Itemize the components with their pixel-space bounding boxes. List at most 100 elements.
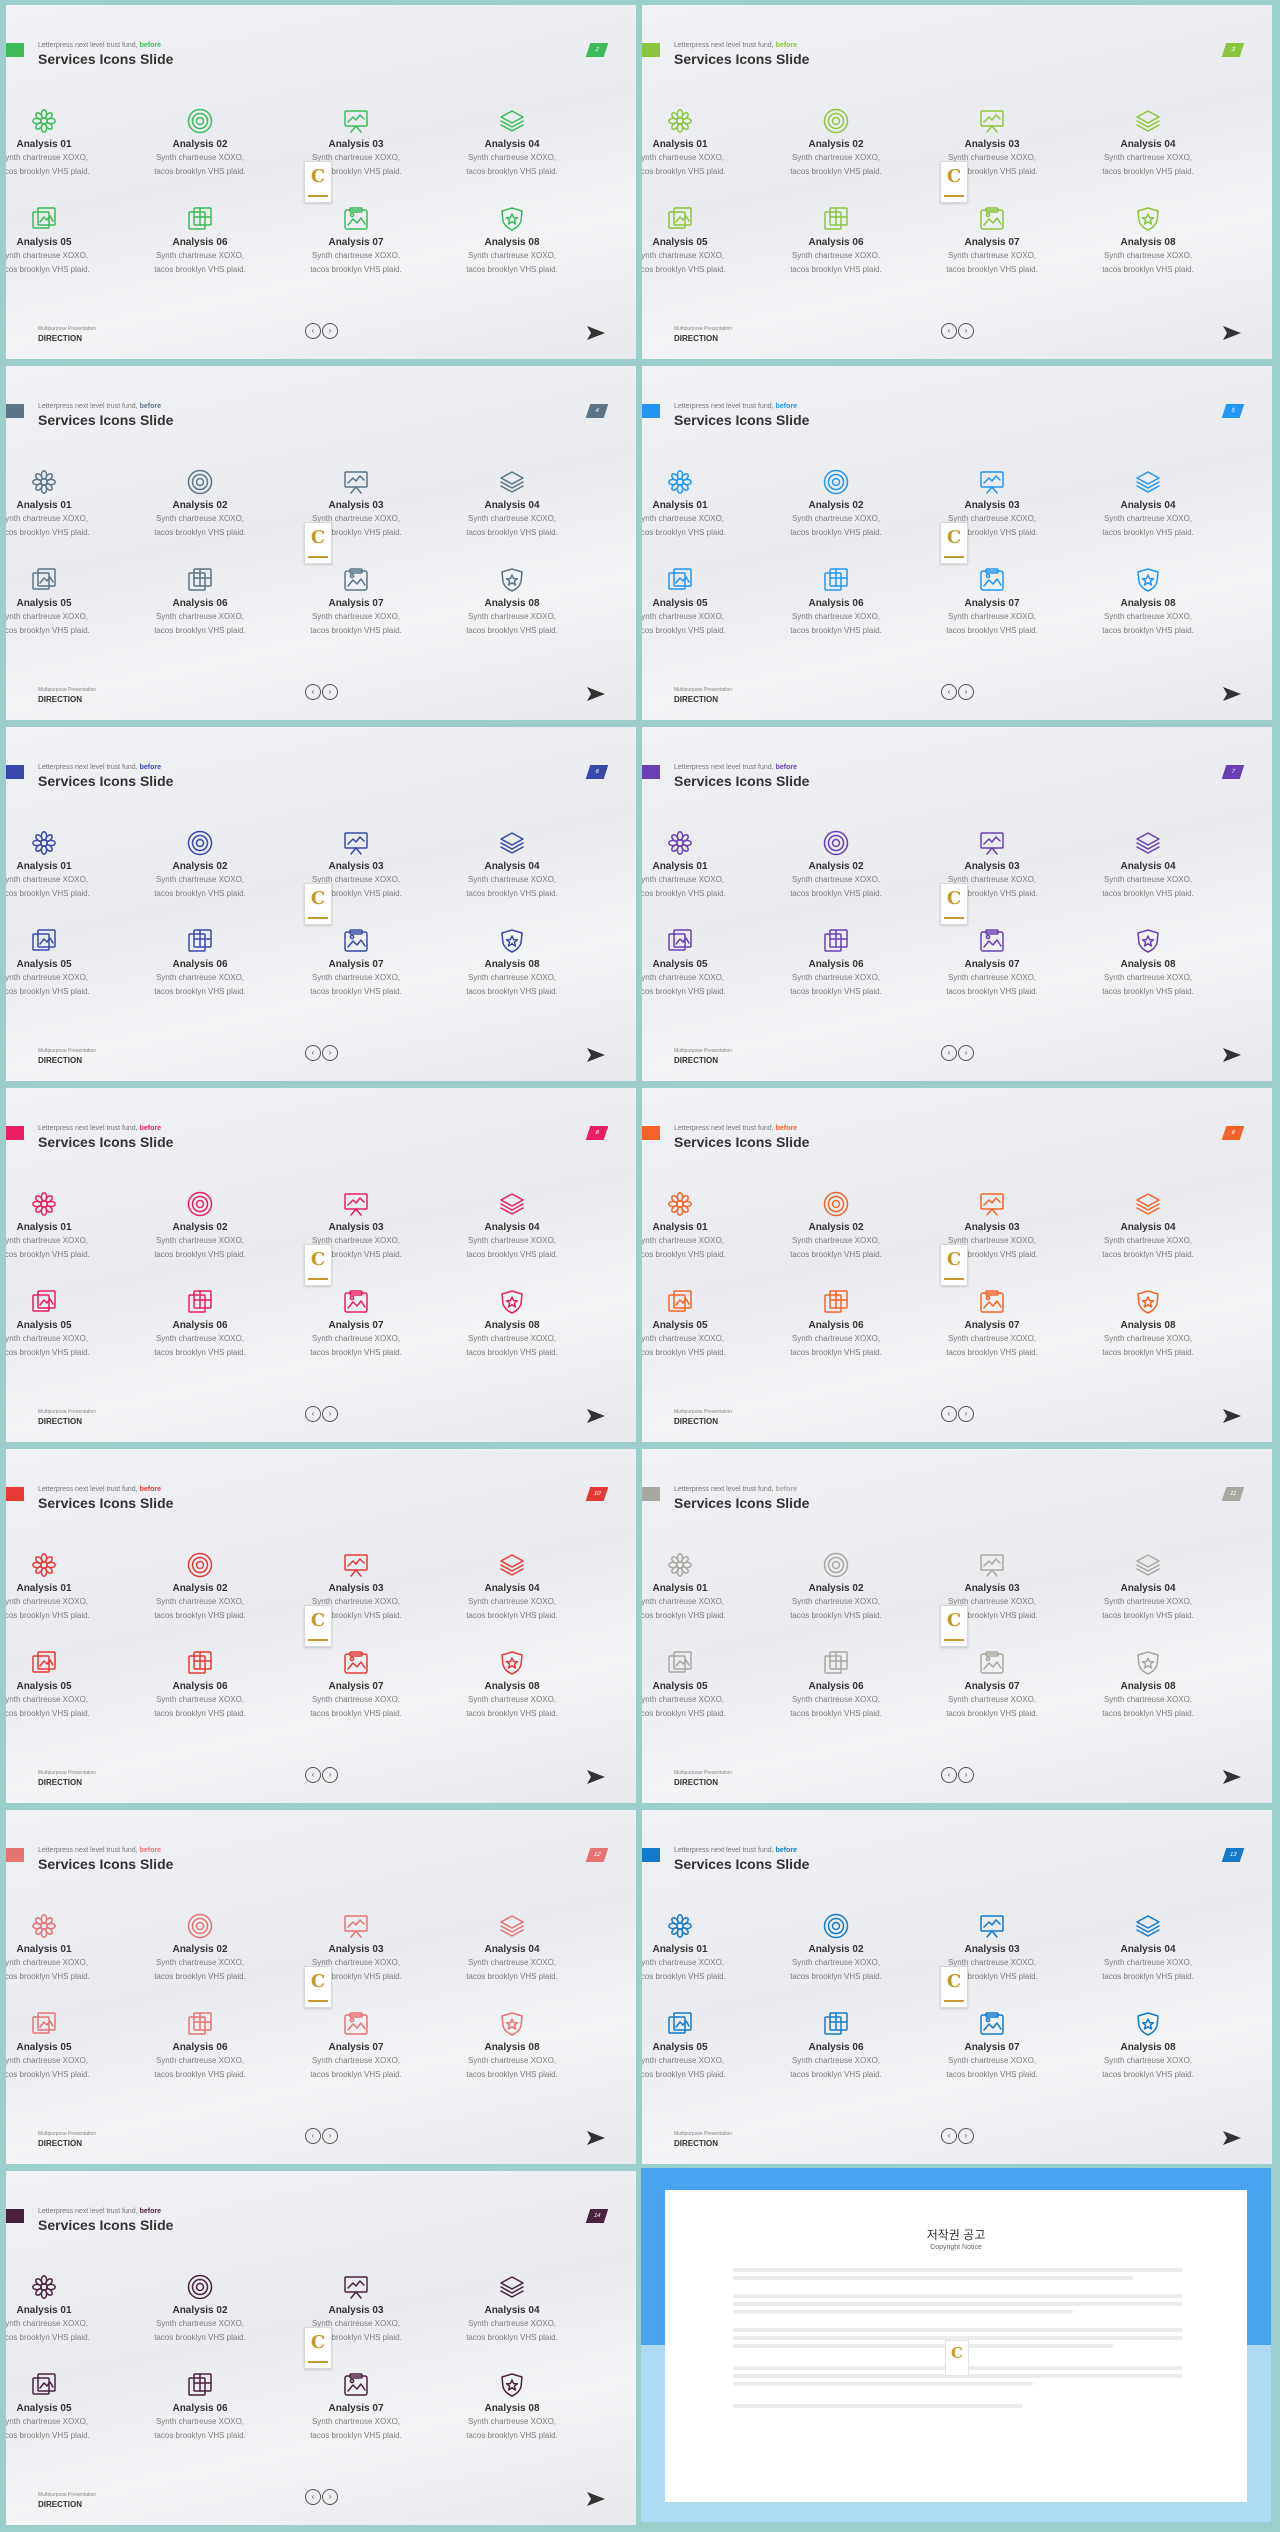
prev-slide-button[interactable]: ‹ — [305, 1767, 321, 1783]
prev-slide-button[interactable]: ‹ — [305, 1045, 321, 1061]
slide-thumbnail[interactable]: Letterpress next level trust fund, befor… — [6, 5, 636, 359]
service-item-desc: tacos brooklyn VHS plaid. — [154, 1972, 246, 1981]
next-slide-button[interactable]: › — [958, 323, 974, 339]
service-item-desc: Synth chartreuse XOXO, — [467, 612, 557, 621]
next-slide-button[interactable]: › — [322, 684, 338, 700]
service-item-desc: Synth chartreuse XOXO, — [311, 2417, 401, 2426]
next-slide-button[interactable]: › — [322, 1045, 338, 1061]
slide-title: Services Icons Slide — [38, 773, 174, 789]
next-slide-button[interactable]: › — [322, 323, 338, 339]
target-icon — [187, 469, 213, 495]
service-item: Analysis 08 Synth chartreuse XOXO, tacos b… — [437, 566, 587, 637]
service-item-label: Analysis 07 — [328, 1681, 384, 1692]
service-item-desc: Synth chartreuse XOXO, — [1103, 612, 1193, 621]
service-item-desc: Synth chartreuse XOXO, — [311, 251, 401, 260]
slide-thumbnail[interactable]: Letterpress next level trust fund, befor… — [6, 1088, 636, 1442]
slide-thumbnail[interactable]: Letterpress next level trust fund, befor… — [6, 366, 636, 720]
next-slide-button[interactable]: › — [322, 1406, 338, 1422]
slide-thumbnail[interactable]: Letterpress next level trust fund, befor… — [6, 1810, 636, 2164]
image-box-icon — [344, 2012, 368, 2035]
service-item-label: Analysis 01 — [16, 861, 72, 872]
next-slide-button[interactable]: › — [322, 1767, 338, 1783]
slide-thumbnail[interactable]: Letterpress next level trust fund, befor… — [6, 1449, 636, 1803]
slide-thumbnail[interactable]: Letterpress next level trust fund, befor… — [642, 1449, 1272, 1803]
next-slide-button[interactable]: › — [958, 2128, 974, 2144]
service-item: Analysis 03 Synth chartreuse XOXO, tacos b… — [281, 1551, 431, 1622]
target-icon — [187, 2274, 213, 2300]
slide-thumbnail[interactable]: Letterpress next level trust fund, befor… — [642, 5, 1272, 359]
service-item-desc: Synth chartreuse XOXO, — [311, 1597, 401, 1606]
send-arrow-icon[interactable] — [1222, 1408, 1242, 1424]
prev-slide-button[interactable]: ‹ — [941, 684, 957, 700]
service-item-desc: tacos brooklyn VHS plaid. — [6, 1972, 90, 1981]
service-item: Analysis 05 Synth chartreuse XOXO, tacos b… — [6, 566, 119, 637]
notice-paragraph — [733, 2336, 1183, 2340]
footer-title: DIRECTION — [674, 1056, 718, 1065]
footer-title: DIRECTION — [38, 1417, 82, 1426]
send-arrow-icon[interactable] — [586, 686, 606, 702]
service-item: Analysis 04 Synth chartreuse XOXO, tacos b… — [1073, 1190, 1223, 1261]
send-arrow-icon[interactable] — [1222, 325, 1242, 341]
next-slide-button[interactable]: › — [958, 1406, 974, 1422]
prev-slide-button[interactable]: ‹ — [941, 1406, 957, 1422]
presentation-icon — [980, 110, 1004, 133]
prev-slide-button[interactable]: ‹ — [305, 323, 321, 339]
slide-number-badge: 10 — [585, 1487, 609, 1501]
service-item: Analysis 05 Synth chartreuse XOXO, tacos b… — [642, 566, 755, 637]
service-item-desc: Synth chartreuse XOXO, — [791, 1958, 881, 1967]
service-item-label: Analysis 04 — [484, 1583, 540, 1594]
prev-slide-button[interactable]: ‹ — [941, 323, 957, 339]
next-slide-button[interactable]: › — [958, 684, 974, 700]
slide-thumbnail[interactable]: Letterpress next level trust fund, befor… — [6, 727, 636, 1081]
slide-title: Services Icons Slide — [674, 1856, 810, 1872]
prev-slide-button[interactable]: ‹ — [305, 684, 321, 700]
slide-thumbnail[interactable]: Letterpress next level trust fund, befor… — [642, 1810, 1272, 2164]
send-arrow-icon[interactable] — [586, 1769, 606, 1785]
slide-thumbnail[interactable]: Letterpress next level trust fund, befor… — [642, 727, 1272, 1081]
slide-number-badge: 4 — [585, 404, 609, 418]
send-arrow-icon[interactable] — [586, 1047, 606, 1063]
service-item: Analysis 04 Synth chartreuse XOXO, tacos b… — [1073, 1912, 1223, 1983]
service-item-label: Analysis 04 — [1120, 139, 1176, 150]
next-slide-button[interactable]: › — [958, 1767, 974, 1783]
slide-thumbnail[interactable]: Letterpress next level trust fund, befor… — [642, 366, 1272, 720]
service-item: Analysis 02 Synth chartreuse XOXO, tacos b… — [761, 1912, 911, 1983]
prev-slide-button[interactable]: ‹ — [941, 1767, 957, 1783]
prev-slide-button[interactable]: ‹ — [941, 1045, 957, 1061]
send-arrow-icon[interactable] — [586, 2491, 606, 2507]
flower-icon — [32, 2275, 56, 2299]
slide-thumbnail[interactable]: Letterpress next level trust fund, befor… — [642, 1088, 1272, 1442]
prev-slide-button[interactable]: ‹ — [941, 2128, 957, 2144]
prev-slide-button[interactable]: ‹ — [305, 1406, 321, 1422]
prev-slide-button[interactable]: ‹ — [305, 2128, 321, 2144]
service-item-label: Analysis 04 — [484, 139, 540, 150]
image-box-icon — [344, 568, 368, 591]
send-arrow-icon[interactable] — [1222, 1047, 1242, 1063]
notice-paragraph — [733, 2328, 1183, 2332]
send-arrow-icon[interactable] — [586, 1408, 606, 1424]
prev-slide-button[interactable]: ‹ — [305, 2489, 321, 2505]
presentation-icon — [980, 1554, 1004, 1577]
next-slide-button[interactable]: › — [322, 2489, 338, 2505]
brand-logo: C — [304, 2327, 332, 2369]
service-item-desc: Synth chartreuse XOXO, — [311, 1334, 401, 1343]
star-shield-icon — [501, 568, 523, 592]
image-box-icon — [980, 929, 1004, 952]
service-item: Analysis 04 Synth chartreuse XOXO, tacos b… — [437, 829, 587, 900]
service-item-label: Analysis 07 — [328, 2042, 384, 2053]
slide-thumbnail[interactable]: Letterpress next level trust fund, befor… — [6, 2171, 636, 2525]
service-item-desc: tacos brooklyn VHS plaid. — [642, 2070, 726, 2079]
service-item-desc: tacos brooklyn VHS plaid. — [466, 889, 558, 898]
send-arrow-icon[interactable] — [1222, 2130, 1242, 2146]
service-item-desc: Synth chartreuse XOXO, — [1103, 2056, 1193, 2065]
send-arrow-icon[interactable] — [586, 2130, 606, 2146]
send-arrow-icon[interactable] — [1222, 686, 1242, 702]
send-arrow-icon[interactable] — [1222, 1769, 1242, 1785]
service-item: Analysis 01 Synth chartreuse XOXO, tacos b… — [6, 829, 119, 900]
next-slide-button[interactable]: › — [958, 1045, 974, 1061]
service-item-desc: tacos brooklyn VHS plaid. — [310, 2431, 402, 2440]
send-arrow-icon[interactable] — [586, 325, 606, 341]
next-slide-button[interactable]: › — [322, 2128, 338, 2144]
footer-title: DIRECTION — [38, 2139, 82, 2148]
service-item-desc: tacos brooklyn VHS plaid. — [466, 265, 558, 274]
